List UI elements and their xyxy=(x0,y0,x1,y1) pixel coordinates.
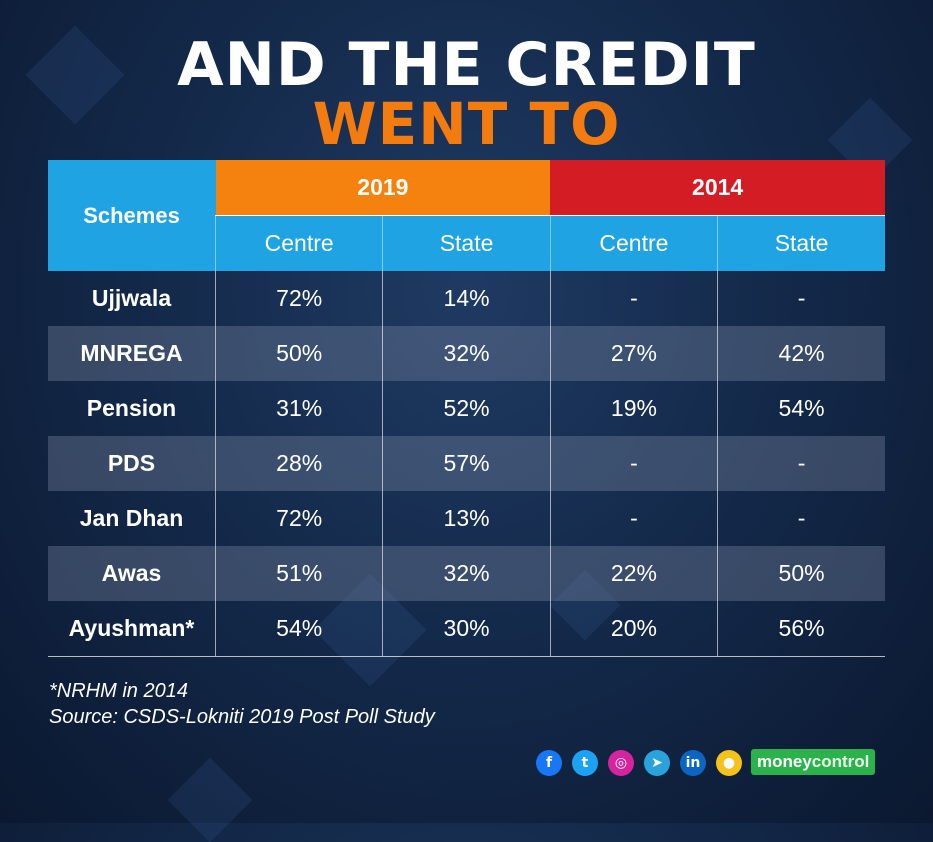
table-row: MNREGA 50% 32% 27% 42% xyxy=(48,326,885,381)
moneycontrol-logo: money control xyxy=(751,749,876,775)
facebook-icon[interactable]: f xyxy=(536,750,562,776)
scheme-name: Awas xyxy=(48,546,216,601)
brand-part-1: money xyxy=(757,752,812,771)
year-header-2019: 2019 xyxy=(215,160,551,216)
subheader-2014-centre: Centre xyxy=(549,215,718,271)
subheader-2019-centre: Centre xyxy=(214,215,383,271)
cell-2019-centre: 51% xyxy=(214,546,383,601)
cell-2019-state: 30% xyxy=(382,601,551,657)
background-diamond xyxy=(167,757,253,842)
table-row: PDS 28% 57% - - xyxy=(48,436,885,491)
title-line-1: AND THE CREDIT xyxy=(177,30,756,100)
koo-icon[interactable]: ● xyxy=(716,750,742,776)
cell-2019-centre: 50% xyxy=(214,326,383,381)
scheme-name: Ujjwala xyxy=(91,285,172,311)
linkedin-icon[interactable]: in xyxy=(680,750,706,776)
scheme-name: Jan Dhan xyxy=(79,505,184,531)
cell-2014-state: - xyxy=(717,271,885,326)
cell-2019-centre: 28% xyxy=(214,436,383,491)
header-row-subcolumns: Centre State Centre State xyxy=(48,215,885,271)
cell-2014-centre: 27% xyxy=(549,326,718,381)
cell-2019-state: 32% xyxy=(382,326,551,381)
cell-2019-state: 32% xyxy=(382,546,551,601)
table-row: Pension 31% 52% 19% 54% xyxy=(48,381,885,436)
table-row: Jan Dhan 72% 13% - - xyxy=(48,491,885,546)
cell-2019-centre: 54% xyxy=(214,601,383,657)
scheme-name: MNREGA xyxy=(48,326,216,381)
cell-2019-centre: 72% xyxy=(214,271,383,326)
telegram-icon[interactable]: ➤ xyxy=(644,750,670,776)
table-row: Ujjwala 72% 14% - - xyxy=(48,271,885,326)
scheme-name: Pension xyxy=(86,395,177,421)
table-row: Ayushman* 54% 30% 20% 56% xyxy=(48,601,885,657)
subheader-2019-state: State xyxy=(382,215,551,271)
cell-2019-state: 52% xyxy=(382,381,551,436)
twitter-icon[interactable]: t xyxy=(572,750,598,776)
schemes-header: Schemes xyxy=(48,160,216,271)
cell-2019-centre: 31% xyxy=(214,381,383,436)
credit-table: Schemes 2019 2014 Centre State Centre St… xyxy=(48,160,885,657)
cell-2019-centre: 72% xyxy=(214,491,383,546)
cell-2019-state: 13% xyxy=(382,491,551,546)
cell-2014-state: 42% xyxy=(717,326,885,381)
social-icons: f t ◎ ➤ in ● xyxy=(536,750,742,776)
cell-2019-state: 14% xyxy=(382,271,551,326)
cell-2014-centre: 19% xyxy=(549,381,718,436)
cell-2014-centre: - xyxy=(549,491,718,546)
header-row-years: Schemes 2019 2014 xyxy=(48,160,885,271)
instagram-icon[interactable]: ◎ xyxy=(608,750,634,776)
subheader-2014-state: State xyxy=(717,215,885,271)
table-row: Awas 51% 32% 22% 50% xyxy=(48,546,885,601)
cell-2014-state: 56% xyxy=(717,601,885,657)
cell-2014-centre: 20% xyxy=(549,601,718,657)
cell-2014-state: - xyxy=(717,436,885,491)
title-line-2: WENT TO xyxy=(312,90,621,158)
brand-part-2: control xyxy=(811,752,870,771)
cell-2014-state: 50% xyxy=(717,546,885,601)
scheme-name: PDS xyxy=(48,436,216,491)
cell-2014-centre: - xyxy=(549,436,718,491)
year-header-2014: 2014 xyxy=(550,160,885,216)
cell-2014-centre: 22% xyxy=(549,546,718,601)
source-note: Source: CSDS-Lokniti 2019 Post Poll Stud… xyxy=(49,706,435,728)
scheme-name: Ayushman* xyxy=(48,601,216,657)
cell-2014-state: - xyxy=(717,491,885,546)
footnote: *NRHM in 2014 xyxy=(49,680,188,702)
cell-2014-state: 54% xyxy=(717,381,885,436)
cell-2014-centre: - xyxy=(549,271,718,326)
cell-2019-state: 57% xyxy=(382,436,551,491)
